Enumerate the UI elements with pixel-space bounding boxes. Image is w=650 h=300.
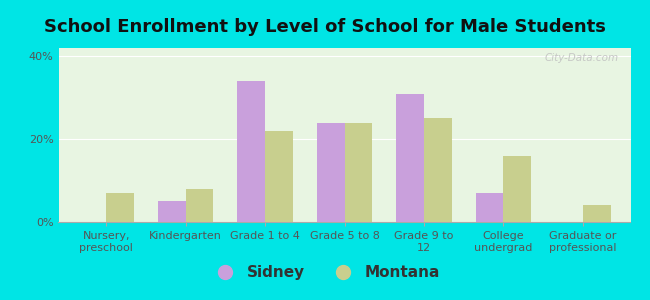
Bar <box>583 206 610 222</box>
Bar <box>317 123 345 222</box>
Bar <box>106 193 134 222</box>
Bar <box>344 123 372 222</box>
Bar <box>237 81 265 222</box>
Bar <box>396 94 424 222</box>
Legend: Sidney, Montana: Sidney, Montana <box>204 259 446 286</box>
Bar <box>424 118 452 222</box>
Text: School Enrollment by Level of School for Male Students: School Enrollment by Level of School for… <box>44 18 606 36</box>
Bar <box>476 193 503 222</box>
Bar <box>186 189 213 222</box>
Bar <box>503 156 531 222</box>
Text: City-Data.com: City-Data.com <box>545 53 619 63</box>
Bar <box>265 131 293 222</box>
Bar <box>158 201 186 222</box>
